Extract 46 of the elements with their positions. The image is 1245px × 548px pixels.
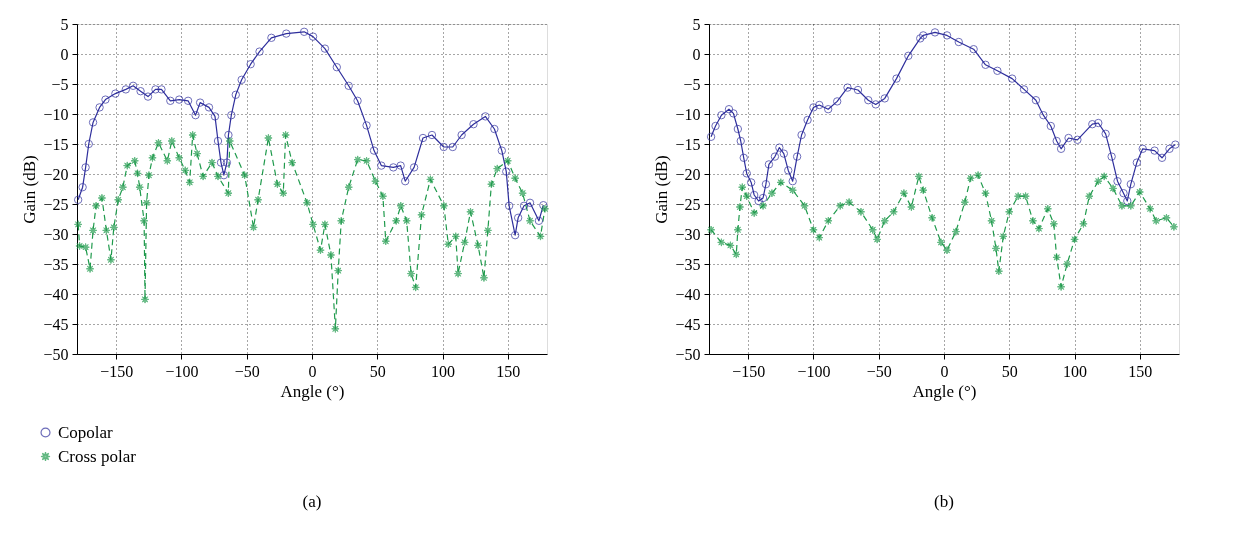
x-tick-label: 150 [1128, 362, 1153, 380]
x-tick-label: −50 [234, 362, 260, 380]
y-tick-label: 0 [692, 45, 701, 63]
y-tick-label: −50 [675, 345, 701, 363]
y-tick-label: −25 [675, 195, 701, 213]
y-tick-label: −30 [43, 225, 69, 243]
x-tick-label: −100 [165, 362, 199, 380]
text: (b) [934, 492, 954, 511]
x-tick-label: −150 [100, 362, 134, 380]
y-axis-title: Gain (dB) [20, 155, 40, 224]
x-tick-label: 50 [369, 362, 386, 380]
x-tick-label: −100 [797, 362, 831, 380]
y-tick-label: −30 [675, 225, 701, 243]
y-tick-label: 5 [692, 15, 701, 33]
y-tick-label: 5 [60, 15, 69, 33]
y-tick-label: −45 [43, 315, 69, 333]
x-tick-label: 100 [1063, 362, 1088, 380]
y-tick-label: 0 [60, 45, 69, 63]
x-tick-label: 100 [431, 362, 456, 380]
y-tick-label: −5 [51, 75, 69, 93]
y-axis-title: Gain (dB) [652, 155, 672, 224]
y-tick-label: −50 [43, 345, 69, 363]
y-tick-label: −35 [43, 255, 69, 273]
y-tick-label: −5 [683, 75, 701, 93]
y-tick-label: −45 [675, 315, 701, 333]
y-tick-label: −10 [43, 105, 69, 123]
y-tick-label: −10 [675, 105, 701, 123]
x-axis-title: Angle (°) [280, 381, 345, 401]
x-tick-label: 50 [1001, 362, 1018, 380]
x-tick-label: 150 [496, 362, 521, 380]
legend-label: Cross polar [58, 446, 137, 466]
y-tick-label: −20 [675, 165, 701, 183]
x-axis-title: Angle (°) [912, 381, 977, 401]
y-tick-label: −20 [43, 165, 69, 183]
x-tick-label: −150 [732, 362, 766, 380]
y-tick-label: −15 [675, 135, 701, 153]
y-tick-label: −40 [675, 285, 701, 303]
x-tick-label: 0 [308, 362, 317, 380]
text: (a) [302, 492, 322, 511]
x-tick-label: −50 [866, 362, 892, 380]
x-tick-label: 0 [940, 362, 949, 380]
legend-label: Copolar [58, 422, 114, 442]
y-tick-label: −25 [43, 195, 69, 213]
y-tick-label: −15 [43, 135, 69, 153]
y-tick-label: −35 [675, 255, 701, 273]
y-tick-label: −40 [43, 285, 69, 303]
